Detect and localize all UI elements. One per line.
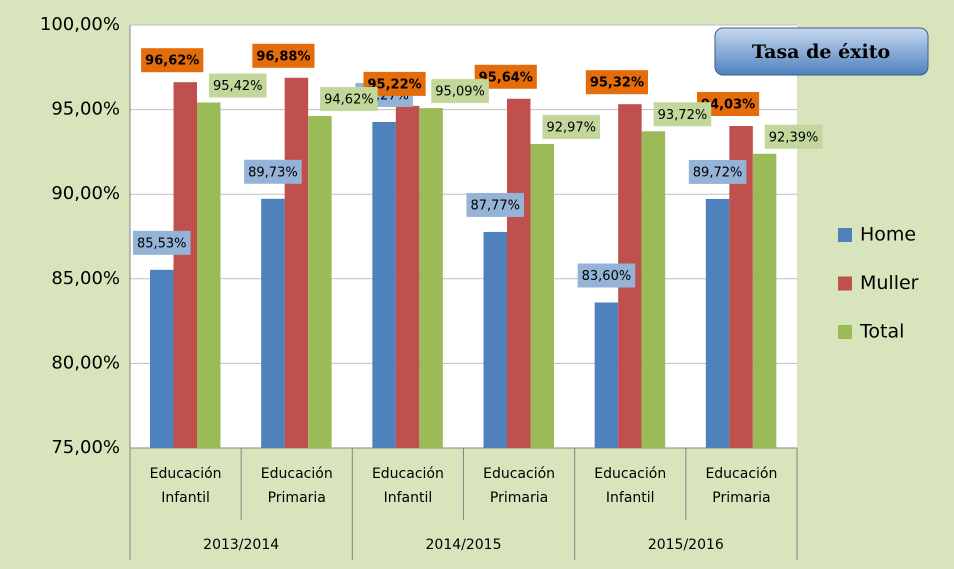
data-label: 83,60%: [582, 269, 632, 284]
y-tick-label: 100,00%: [40, 14, 120, 35]
data-label-box: [244, 159, 302, 184]
data-label: 89,73%: [248, 165, 298, 180]
data-label-box: [252, 43, 315, 68]
legend-label: Home: [860, 224, 916, 246]
data-label-box: [764, 124, 823, 149]
legend-swatch: [838, 228, 852, 242]
x-tick-label: Educación Infantil: [594, 466, 666, 506]
bar: [483, 231, 507, 448]
bar: [419, 108, 443, 448]
data-label-box: [431, 79, 489, 104]
x-tick-label: Educación Infantil: [150, 466, 222, 506]
data-label-box: [320, 87, 378, 112]
data-label: 96,88%: [256, 49, 310, 64]
y-tick-label: 90,00%: [51, 183, 120, 204]
x-tick-label: Educación Primaria: [261, 466, 333, 506]
bar: [752, 153, 777, 448]
data-label-box: [653, 102, 712, 127]
x-tick-label: Educación Primaria: [483, 466, 555, 506]
group-label: 2014/2015: [426, 537, 502, 553]
y-tick-label: 85,00%: [51, 268, 120, 289]
data-label: 95,64%: [479, 70, 533, 85]
data-label: 95,22%: [368, 77, 422, 92]
data-label-box: [542, 114, 601, 139]
y-tick-label: 80,00%: [51, 352, 120, 373]
legend-label: Total: [859, 321, 904, 343]
group-label: 2013/2014: [203, 537, 279, 553]
data-label: 95,32%: [590, 76, 644, 91]
data-label: 85,53%: [137, 236, 187, 251]
data-label: 87,77%: [470, 198, 520, 213]
data-label: 92,97%: [546, 120, 596, 135]
bar: [150, 269, 174, 448]
data-label-box: [577, 263, 636, 288]
group-label: 2015/2016: [648, 537, 724, 553]
data-label-box: [688, 159, 747, 184]
data-label-box: [466, 192, 525, 217]
data-label: 89,72%: [693, 165, 743, 180]
bar: [395, 105, 420, 449]
y-tick-label: 95,00%: [51, 99, 120, 120]
data-label-box: [208, 73, 267, 98]
data-label: 95,42%: [213, 79, 263, 94]
data-label: 96,62%: [145, 54, 199, 69]
chart-title: Tasa de éxito: [752, 41, 890, 63]
data-label-box: [132, 230, 191, 255]
legend-swatch: [838, 325, 852, 339]
bar: [284, 77, 309, 448]
bar: [507, 98, 531, 448]
title-box: [714, 27, 929, 76]
data-label-box: [141, 48, 204, 73]
data-label-box: [585, 70, 648, 95]
bar: [729, 126, 753, 449]
data-label: 94,62%: [324, 93, 374, 108]
bar: [641, 131, 666, 448]
legend-swatch: [838, 276, 852, 291]
bar: [308, 116, 332, 448]
x-tick-label: Educación Primaria: [705, 466, 777, 506]
bar: [594, 302, 619, 448]
bar: [261, 198, 285, 448]
bar: [173, 82, 197, 448]
bar: [372, 121, 396, 448]
y-tick-label: 75,00%: [51, 437, 120, 458]
legend-label: Muller: [860, 272, 919, 294]
bar: [197, 102, 221, 449]
data-label: 92,39%: [769, 130, 819, 145]
bar: [530, 143, 554, 448]
x-tick-label: Educación Infantil: [372, 466, 444, 506]
data-label: 93,72%: [658, 108, 708, 123]
data-label: 95,09%: [435, 85, 485, 100]
bar: [705, 198, 730, 448]
data-label: 94,03%: [701, 98, 755, 113]
